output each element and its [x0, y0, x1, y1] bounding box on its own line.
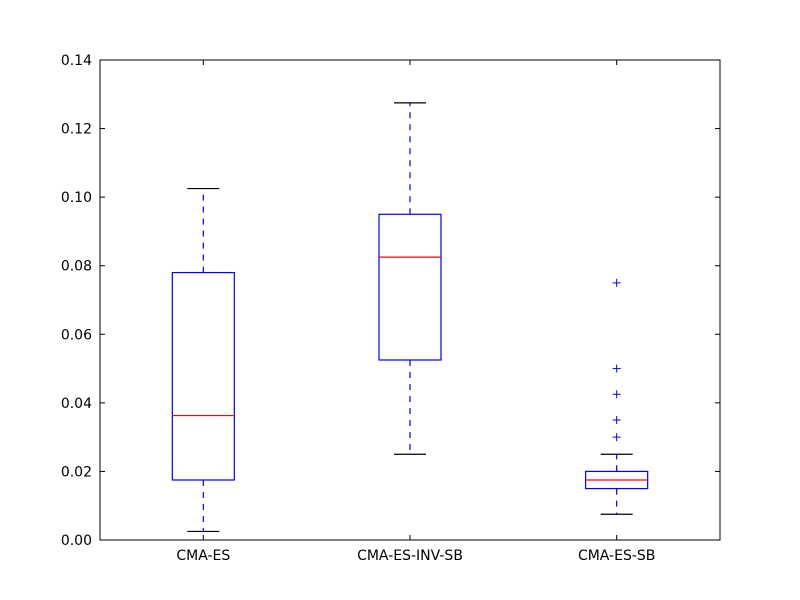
y-tick-label: 0.10 — [61, 190, 92, 206]
outlier-point — [612, 433, 621, 442]
box-iqr — [171, 271, 235, 481]
y-tick-label: 0.00 — [61, 533, 92, 549]
outlier-point — [612, 364, 621, 373]
y-tick-label: 0.02 — [61, 464, 92, 480]
box-marks — [171, 102, 649, 533]
x-tick-label: CMA-ES-SB — [578, 548, 655, 564]
x-axis: CMA-ES CMA-ES-INV-SB CMA-ES-SB — [176, 60, 655, 564]
x-tick-label: CMA-ES — [176, 548, 230, 564]
y-tick-label: 0.12 — [61, 122, 92, 138]
y-tick-label: 0.04 — [61, 396, 92, 412]
y-tick-label: 0.06 — [61, 327, 92, 343]
box-iqr — [378, 213, 442, 361]
outlier-point — [612, 278, 621, 287]
box-group — [378, 102, 442, 455]
box-group — [171, 187, 235, 533]
box-group — [585, 278, 649, 515]
y-tick-label: 0.14 — [61, 53, 92, 69]
outlier-point — [612, 416, 621, 424]
y-tick-label: 0.08 — [61, 259, 92, 275]
plot-frame — [99, 59, 721, 541]
x-tick-label: CMA-ES-INV-SB — [357, 548, 463, 564]
outlier-point — [612, 390, 621, 399]
plot-area — [100, 60, 720, 540]
y-axis: 0.00 0.02 0.04 0.06 0.08 0.10 0.12 0.14 — [61, 53, 720, 549]
